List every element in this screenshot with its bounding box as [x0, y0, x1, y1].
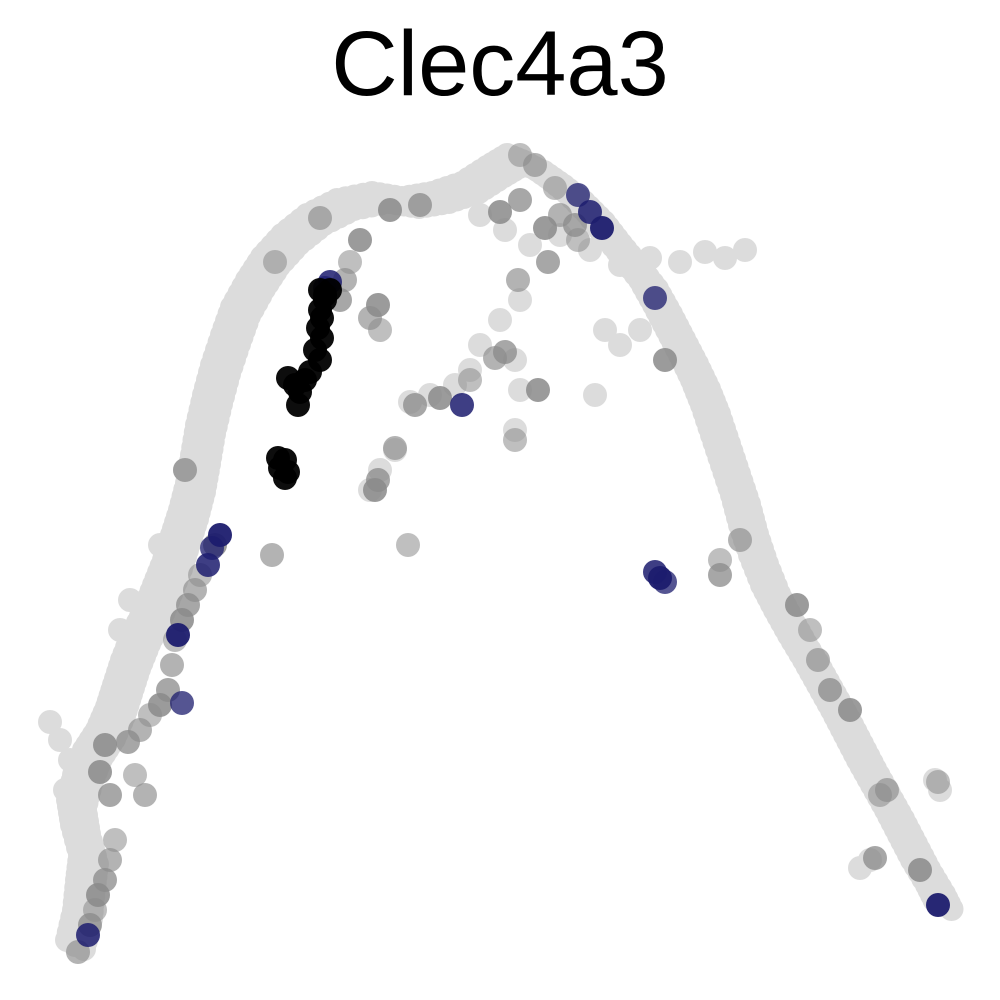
- data-point-low: [713, 246, 737, 270]
- data-point-mid: [160, 653, 184, 677]
- data-point-mid: [363, 478, 387, 502]
- data-point-low: [118, 588, 142, 612]
- data-point-low: [608, 333, 632, 357]
- data-point-mid: [508, 188, 532, 212]
- dark-points: [266, 278, 342, 490]
- data-point-mid: [308, 206, 332, 230]
- data-point-mid: [133, 783, 157, 807]
- data-point-mid: [98, 783, 122, 807]
- data-point-low: [733, 238, 757, 262]
- data-point-mid: [408, 193, 432, 217]
- data-point-mid: [506, 268, 530, 292]
- data-point-mid: [503, 428, 527, 452]
- data-point-highest: [286, 393, 310, 417]
- data-point-mid: [98, 848, 122, 872]
- data-point-highest: [313, 283, 337, 307]
- data-point-high: [643, 286, 667, 310]
- data-point-low: [48, 728, 72, 752]
- data-point-mid: [785, 593, 809, 617]
- data-point-mid: [116, 730, 140, 754]
- data-point-low: [593, 318, 617, 342]
- data-point-high: [926, 893, 950, 917]
- data-point-high: [76, 923, 100, 947]
- data-point-mid: [173, 458, 197, 482]
- data-point-mid: [260, 543, 284, 567]
- data-point-mid: [358, 306, 382, 330]
- data-point-mid: [526, 378, 550, 402]
- data-point-low: [288, 218, 312, 242]
- data-point-highest: [276, 460, 300, 484]
- data-point-mid: [493, 340, 517, 364]
- data-point-mid: [396, 533, 420, 557]
- data-point-low: [638, 246, 662, 270]
- grey-points: [66, 143, 950, 964]
- chart-title: Clec4a3: [331, 13, 669, 115]
- data-point-mid: [798, 618, 822, 642]
- data-point-mid: [488, 200, 512, 224]
- data-point-high: [196, 553, 220, 577]
- data-point-high: [566, 183, 590, 207]
- data-point-mid: [523, 153, 547, 177]
- data-point-high: [643, 560, 667, 584]
- data-point-low: [693, 240, 717, 264]
- data-point-high: [450, 393, 474, 417]
- data-point-mid: [403, 393, 427, 417]
- data-point-high: [590, 216, 614, 240]
- data-point-mid: [908, 858, 932, 882]
- data-point-mid: [533, 216, 557, 240]
- data-point-low: [493, 218, 517, 242]
- data-point-mid: [428, 386, 452, 410]
- data-point-mid: [653, 348, 677, 372]
- data-point-low: [628, 318, 652, 342]
- data-point-low: [608, 253, 632, 277]
- data-point-low: [148, 533, 172, 557]
- data-point-mid: [543, 176, 567, 200]
- data-point-mid: [708, 563, 732, 587]
- data-point-low: [668, 250, 692, 274]
- data-point-low: [108, 618, 132, 642]
- data-point-mid: [458, 368, 482, 392]
- data-point-high: [166, 623, 190, 647]
- data-point-low: [58, 748, 82, 772]
- data-point-mid: [536, 250, 560, 274]
- data-point-mid: [926, 770, 950, 794]
- data-point-mid: [863, 846, 887, 870]
- data-point-low: [488, 308, 512, 332]
- data-point-low: [508, 288, 532, 312]
- data-point-mid: [103, 828, 127, 852]
- data-point-mid: [93, 733, 117, 757]
- data-point-mid: [378, 198, 402, 222]
- data-point-mid: [728, 528, 752, 552]
- data-point-mid: [875, 778, 899, 802]
- data-point-low: [468, 203, 492, 227]
- data-point-mid: [818, 678, 842, 702]
- data-point-mid: [338, 250, 362, 274]
- data-point-low: [38, 710, 62, 734]
- data-point-low: [508, 378, 532, 402]
- data-point-highest: [276, 366, 300, 390]
- data-point-mid: [806, 648, 830, 672]
- data-point-mid: [88, 760, 112, 784]
- data-point-mid: [838, 698, 862, 722]
- data-point-mid: [566, 228, 590, 252]
- data-point-mid: [123, 763, 147, 787]
- data-point-low: [583, 383, 607, 407]
- background-points: [38, 143, 964, 961]
- data-point-low: [53, 778, 77, 802]
- data-point-high: [170, 691, 194, 715]
- data-point-mid: [348, 228, 372, 252]
- data-point-low: [518, 233, 542, 257]
- data-point-mid: [263, 250, 287, 274]
- data-point-mid: [383, 436, 407, 460]
